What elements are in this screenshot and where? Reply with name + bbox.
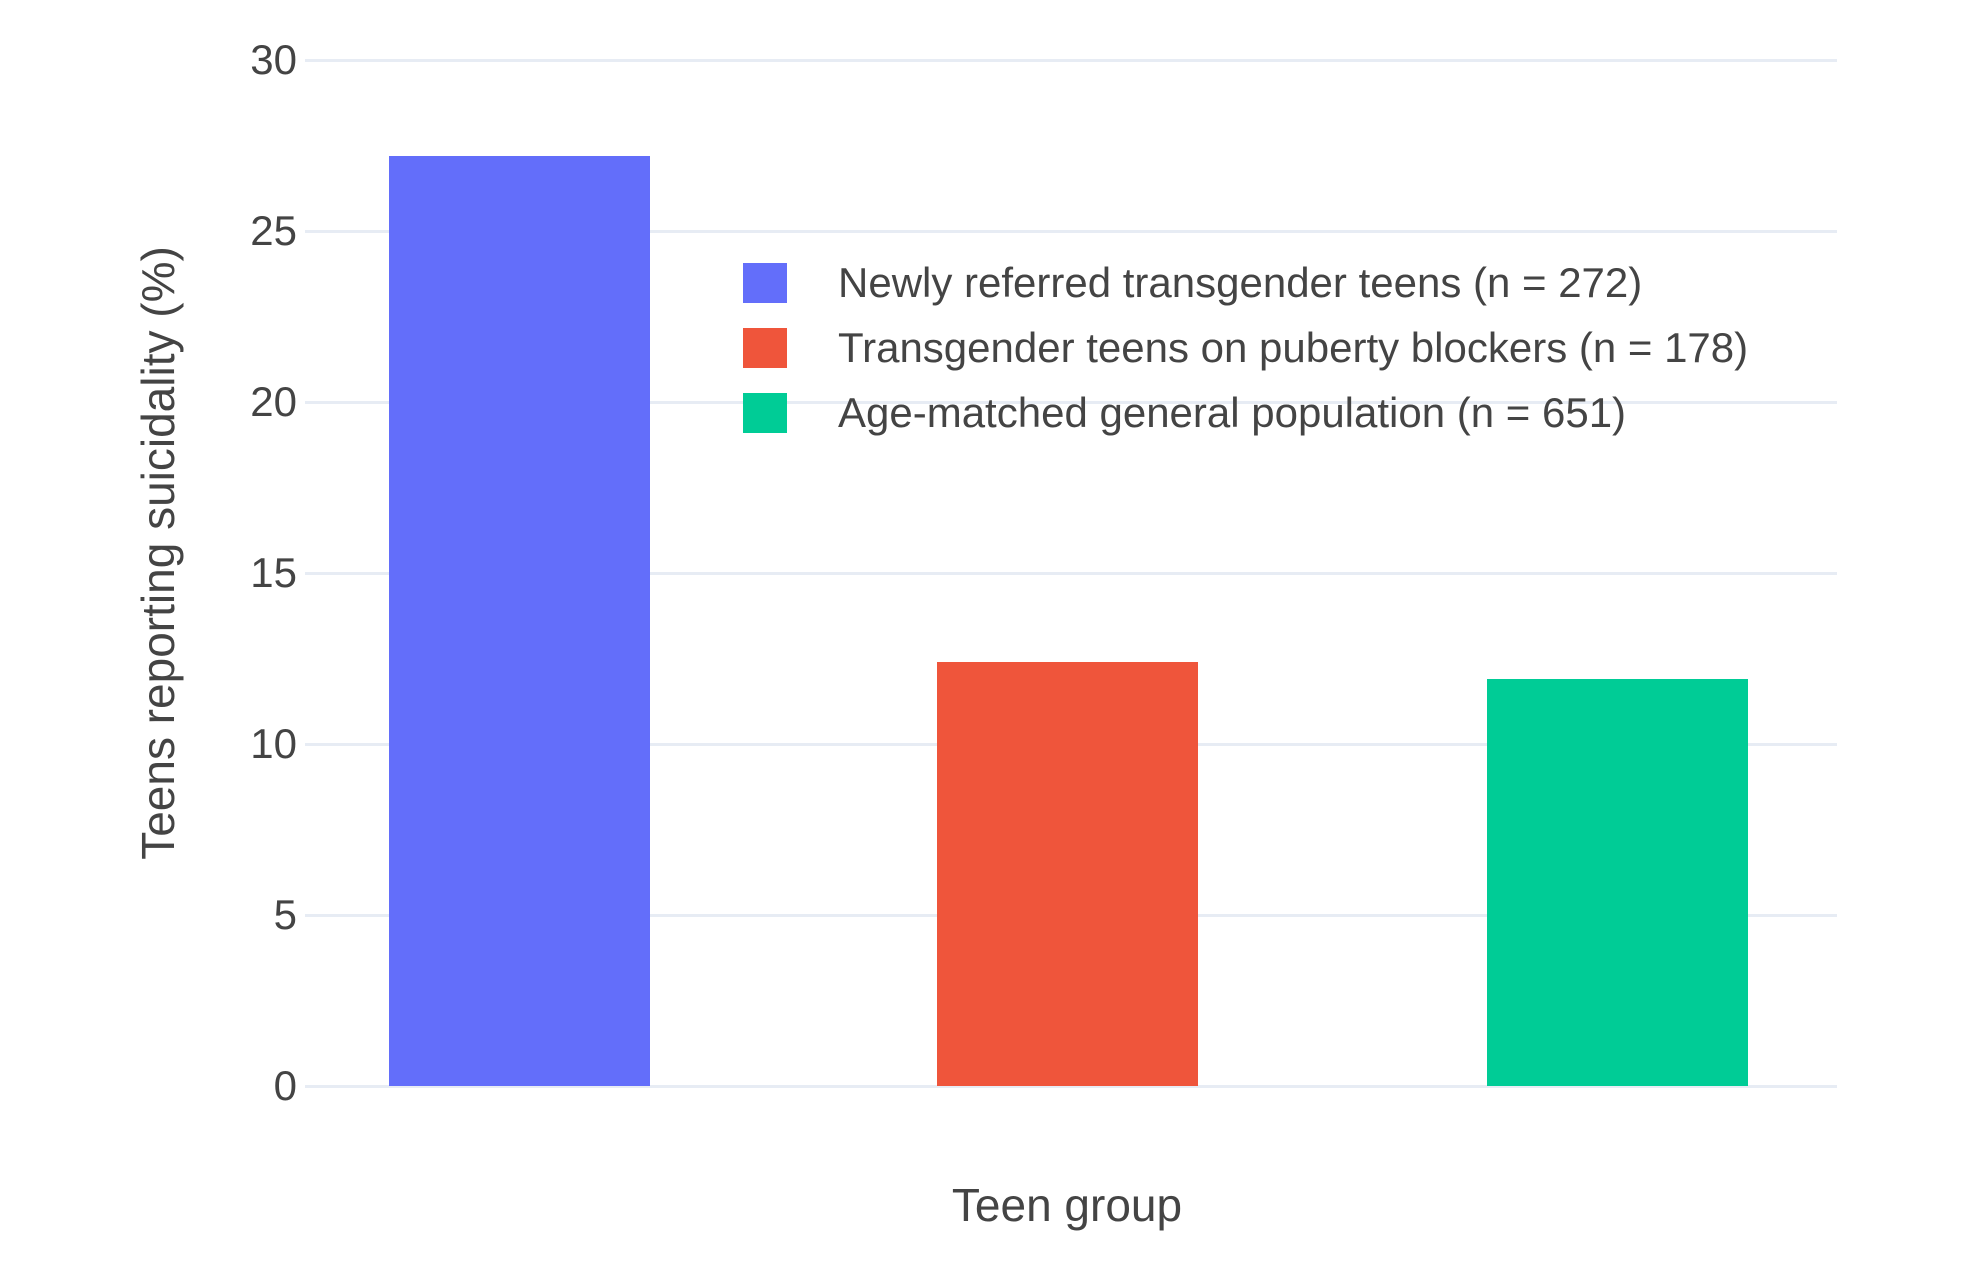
bar-puberty-blockers[interactable] (937, 661, 1198, 1086)
y-tick-label: 15 (250, 549, 297, 596)
y-tick-label: 10 (250, 720, 297, 767)
legend-label: Transgender teens on puberty blockers (n… (838, 324, 1749, 371)
legend-label: Age-matched general population (n = 651) (838, 389, 1627, 436)
gridline (305, 229, 1837, 233)
y-tick-label: 0 (273, 1062, 297, 1109)
legend-item[interactable]: Age-matched general population (n = 651) (743, 389, 1748, 436)
legend-swatch-icon (743, 263, 787, 303)
legend-label: Newly referred transgender teens (n = 27… (838, 259, 1643, 306)
gridline (305, 571, 1837, 575)
legend-swatch-icon (743, 328, 787, 368)
bar-newly-referred[interactable] (389, 155, 650, 1086)
gridline (305, 1084, 1837, 1088)
y-tick-label: 5 (273, 891, 297, 938)
legend-item[interactable]: Transgender teens on puberty blockers (n… (743, 324, 1748, 371)
y-tick-label: 30 (250, 36, 297, 83)
legend: Newly referred transgender teens (n = 27… (743, 259, 1748, 458)
legend-item[interactable]: Newly referred transgender teens (n = 27… (743, 259, 1748, 306)
y-tick-label: 25 (250, 207, 297, 254)
x-axis-title: Teen group (951, 1179, 1183, 1231)
legend-swatch-icon (743, 393, 787, 433)
gridline (305, 400, 1837, 404)
y-tick-label: 20 (250, 378, 297, 425)
bar-general-population[interactable] (1487, 679, 1748, 1086)
y-axis-title: Teens reporting suicidality (%) (132, 246, 184, 860)
gridline (305, 58, 1837, 62)
